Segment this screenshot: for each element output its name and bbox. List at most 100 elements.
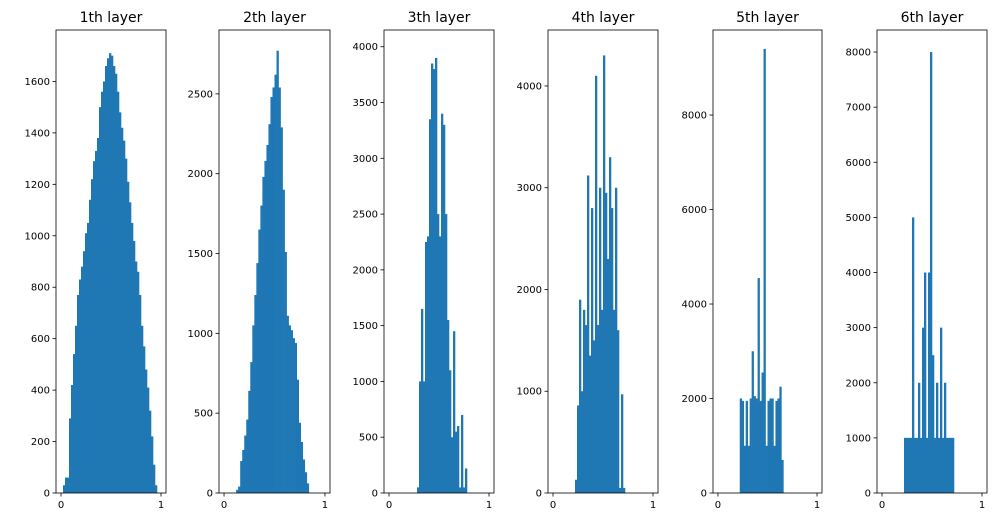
y-tick-label: 2000	[846, 378, 871, 389]
histogram-bar	[609, 157, 612, 493]
subplot-5: 5th layer 0 2000 4000 6000 8000 0 1	[682, 10, 823, 511]
histogram-bar	[936, 382, 939, 493]
histogram-bar	[280, 127, 283, 493]
histogram-bar	[591, 208, 594, 493]
histogram-bar	[252, 325, 255, 493]
histogram-bar	[453, 331, 456, 493]
histogram-bar	[290, 330, 293, 493]
histogram-bar	[93, 161, 96, 493]
histogram-bar	[268, 124, 271, 493]
histogram-bar	[107, 58, 110, 493]
histogram-bar	[421, 308, 424, 493]
histogram-bar	[248, 390, 251, 493]
histogram-bar	[619, 487, 622, 493]
histogram-bar	[745, 400, 748, 493]
histogram-bar	[71, 384, 74, 493]
y-tick-label: 5000	[846, 213, 871, 224]
histogram-bar	[599, 187, 602, 494]
y-tick-label: 500	[359, 433, 378, 444]
y-tick-label: 0	[372, 489, 378, 500]
histogram-bar	[254, 295, 257, 493]
y-tick-label: 1400	[25, 128, 50, 139]
histogram-bar	[910, 437, 913, 493]
histogram-bar	[121, 127, 124, 494]
histogram-bar	[751, 351, 754, 493]
histogram-bar	[87, 222, 90, 494]
histogram-bar	[439, 236, 442, 493]
histogram-bars	[575, 55, 626, 494]
subplot-6: 6th layer 0 1000 2000 3000 4000 5000 6000 7000 80…	[846, 10, 988, 511]
y-tick-label: 6000	[846, 158, 871, 169]
histogram-bar	[304, 472, 308, 493]
histogram-bar	[579, 299, 582, 493]
y-tick-label: 1000	[188, 329, 213, 340]
x-tick-label: 1	[486, 500, 492, 511]
y-tick-label: 2000	[353, 265, 378, 276]
histogram-bar	[242, 449, 245, 493]
histogram-bar	[601, 309, 604, 493]
histogram-bar	[423, 381, 426, 493]
histogram-bar	[944, 382, 947, 493]
histogram-bar	[288, 325, 291, 493]
histogram-bar	[583, 309, 586, 493]
histogram-bar	[946, 437, 949, 493]
y-tick-label: 600	[31, 334, 50, 345]
histogram-bar	[296, 379, 300, 493]
histogram-bar	[67, 477, 70, 493]
histogram-bar	[607, 258, 610, 493]
histogram-bar	[926, 437, 929, 493]
histogram-bar	[940, 327, 943, 493]
histogram-bar	[749, 398, 752, 493]
histogram-bar	[589, 355, 592, 493]
y-tick-label: 1500	[188, 249, 213, 260]
y-tick-label: 800	[31, 283, 50, 294]
histogram-bar	[69, 418, 72, 493]
histogram-bar	[922, 327, 925, 493]
histogram-bar	[238, 486, 241, 493]
histogram-bar	[81, 266, 84, 493]
histogram-bar	[73, 354, 76, 493]
y-tick-label: 2500	[188, 89, 213, 100]
histogram-bar	[761, 372, 764, 493]
histogram-bar	[298, 422, 302, 493]
histogram-bar	[270, 97, 273, 493]
y-tick-label: 4000	[682, 300, 707, 311]
histogram-bar	[904, 437, 907, 493]
histogram-bar	[419, 381, 422, 493]
histogram-bar	[593, 340, 596, 493]
histogram-bars	[417, 57, 468, 494]
histogram-bars	[236, 50, 310, 494]
histogram-bar	[617, 330, 620, 493]
histogram-bar	[459, 487, 462, 493]
histogram-bar	[623, 487, 626, 493]
subplot-title: 3th layer	[408, 10, 471, 26]
histogram-bar	[89, 199, 92, 493]
histogram-bar	[155, 485, 158, 493]
histogram-bar	[300, 441, 304, 493]
histogram-bar	[948, 437, 951, 493]
histogram-bar	[302, 459, 306, 493]
y-tick-label: 400	[31, 386, 50, 397]
histogram-bar	[912, 217, 915, 493]
histogram-bar	[605, 192, 608, 493]
histogram-bar	[260, 205, 263, 493]
x-tick-label: 1	[158, 500, 164, 511]
histogram-bar	[928, 272, 931, 493]
histogram-bar	[930, 52, 933, 494]
histogram-bar	[918, 382, 921, 493]
histogram-bar	[597, 325, 600, 493]
subplot-title: 1th layer	[80, 10, 143, 26]
y-tick-label: 0	[207, 489, 213, 500]
histogram-bar	[615, 187, 618, 494]
histogram-bar	[262, 176, 265, 493]
y-tick-label: 3000	[353, 154, 378, 165]
histogram-bar	[272, 87, 275, 493]
histogram-bar	[65, 477, 68, 493]
histogram-bar	[244, 435, 247, 493]
x-tick-label: 1	[979, 500, 985, 511]
subplot-4: 4th layer 0 1000 2000 3000 4000 0 1	[517, 10, 659, 511]
histogram-bar	[79, 279, 82, 493]
histogram-bar	[759, 400, 762, 493]
histogram-bar	[577, 405, 580, 493]
